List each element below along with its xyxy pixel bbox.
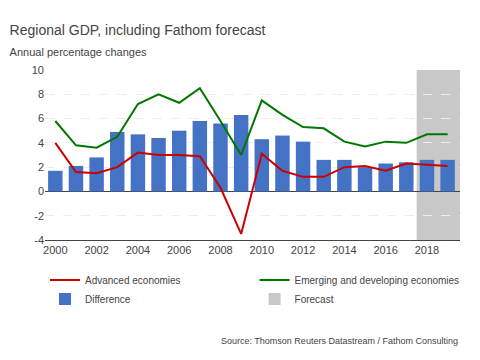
svg-text:2006: 2006 xyxy=(167,244,191,256)
svg-text:6: 6 xyxy=(38,112,44,124)
svg-text:2: 2 xyxy=(38,161,44,173)
svg-text:2004: 2004 xyxy=(126,244,150,256)
svg-text:2012: 2012 xyxy=(291,244,315,256)
svg-text:Regional GDP, including Fathom: Regional GDP, including Fathom forecast xyxy=(10,22,266,38)
svg-text:2008: 2008 xyxy=(208,244,232,256)
svg-text:Source: Thomson Reuters Datast: Source: Thomson Reuters Datastream / Fat… xyxy=(221,336,458,346)
svg-text:Annual percentage changes: Annual percentage changes xyxy=(10,46,147,58)
svg-text:2010: 2010 xyxy=(250,244,274,256)
svg-text:-4: -4 xyxy=(34,234,44,246)
svg-text:8: 8 xyxy=(38,88,44,100)
svg-text:Forecast: Forecast xyxy=(295,294,334,305)
svg-text:Emerging and developing econom: Emerging and developing economies xyxy=(295,275,460,286)
svg-text:Advanced economies: Advanced economies xyxy=(85,275,181,286)
svg-text:2016: 2016 xyxy=(373,244,397,256)
svg-text:-2: -2 xyxy=(34,210,44,222)
svg-text:4: 4 xyxy=(38,137,44,149)
svg-text:2014: 2014 xyxy=(332,244,356,256)
svg-text:10: 10 xyxy=(32,64,44,76)
svg-text:0: 0 xyxy=(38,185,44,197)
svg-text:Difference: Difference xyxy=(85,294,131,305)
svg-text:2002: 2002 xyxy=(84,244,108,256)
svg-text:2000: 2000 xyxy=(43,244,67,256)
svg-text:2018: 2018 xyxy=(415,244,439,256)
